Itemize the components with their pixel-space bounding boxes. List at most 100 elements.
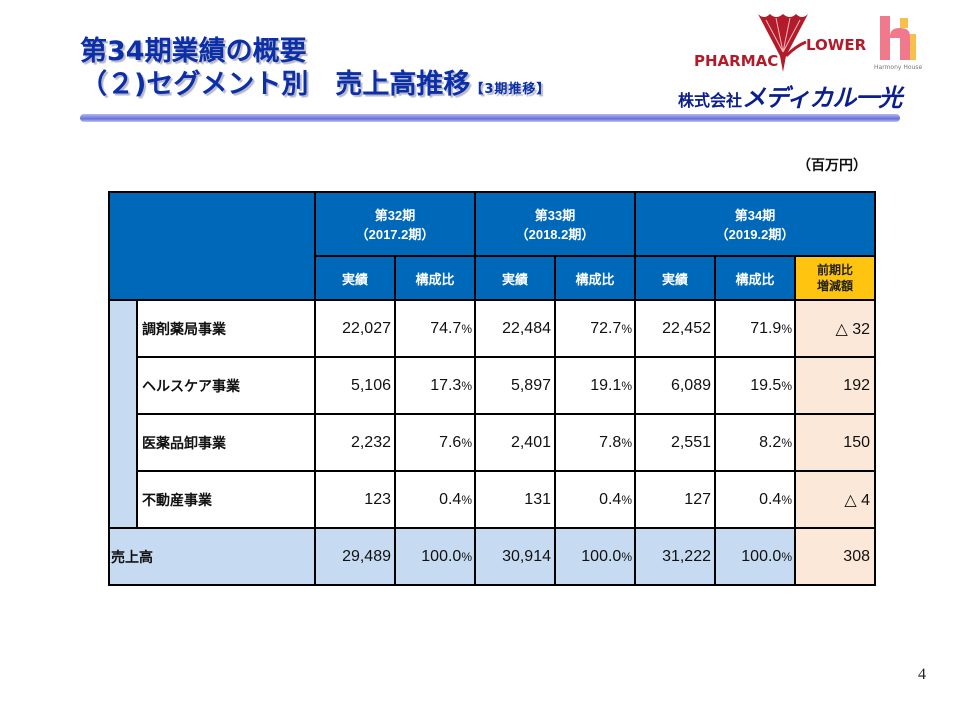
ratio-value: 0.4 bbox=[439, 490, 462, 508]
value-32: 123 bbox=[314, 470, 396, 529]
value-32: 2,232 bbox=[314, 413, 396, 472]
ratio-value: 100.0 bbox=[421, 547, 462, 565]
value-34: 2,551 bbox=[634, 413, 716, 472]
percent-sign: % bbox=[781, 492, 792, 507]
value-33: 5,897 bbox=[474, 356, 556, 415]
logo-pharmac-text: PHARMAC bbox=[694, 52, 779, 70]
change-header-line1: 前期比 bbox=[816, 263, 853, 277]
percent-sign: % bbox=[621, 549, 632, 564]
ratio-value: 71.9 bbox=[750, 319, 782, 337]
page-number: 4 bbox=[918, 666, 926, 683]
value-33: 131 bbox=[474, 470, 556, 529]
table-row: 不動産事業 123 0.4% 131 0.4% 127 0.4% △ 4 bbox=[109, 470, 876, 529]
col-header-ratio-32: 構成比 bbox=[394, 255, 476, 301]
period-name: 第33期 bbox=[534, 208, 576, 223]
percent-sign: % bbox=[781, 435, 792, 450]
total-value-33: 30,914 bbox=[474, 527, 556, 586]
flower-logo-icon bbox=[758, 14, 808, 72]
percent-sign: % bbox=[461, 435, 472, 450]
title-sub: （２)セグメント別 売上高推移【3期推移】 bbox=[80, 68, 550, 107]
table-row: 調剤薬局事業 22,027 74.7% 22,484 72.7% 22,452 … bbox=[108, 299, 876, 529]
ratio-32: 7.6% bbox=[394, 413, 476, 472]
total-label: 売上高 bbox=[108, 527, 316, 586]
value-32: 5,106 bbox=[314, 356, 396, 415]
period-name: 第34期 bbox=[734, 208, 776, 223]
ratio-value: 72.7 bbox=[590, 319, 622, 337]
value-33: 2,401 bbox=[474, 413, 556, 472]
percent-sign: % bbox=[781, 378, 792, 393]
logo-lower-text: LOWER bbox=[806, 36, 867, 54]
total-ratio-34: 100.0% bbox=[714, 527, 796, 586]
percent-sign: % bbox=[461, 492, 472, 507]
ratio-value: 8.2 bbox=[759, 433, 782, 451]
col-header-actual-32: 実績 bbox=[314, 255, 396, 301]
table-row: 医薬品卸事業 2,232 7.6% 2,401 7.8% 2,551 8.2% … bbox=[109, 413, 876, 472]
change-value: △ 32 bbox=[794, 299, 876, 358]
title-underline-bar bbox=[80, 114, 900, 122]
ratio-32: 17.3% bbox=[394, 356, 476, 415]
ratio-value: 7.6 bbox=[439, 433, 462, 451]
value-34: 127 bbox=[634, 470, 716, 529]
value-33: 22,484 bbox=[474, 299, 556, 358]
ratio-33: 72.7% bbox=[554, 299, 636, 358]
percent-sign: % bbox=[781, 321, 792, 336]
total-ratio-32: 100.0% bbox=[394, 527, 476, 586]
total-value-32: 29,489 bbox=[314, 527, 396, 586]
value-34: 22,452 bbox=[634, 299, 716, 358]
ratio-33: 7.8% bbox=[554, 413, 636, 472]
col-header-ratio-33: 構成比 bbox=[554, 255, 636, 301]
ratio-value: 0.4 bbox=[599, 490, 622, 508]
ratio-33: 19.1% bbox=[554, 356, 636, 415]
company-name-main: メディカル一光 bbox=[742, 84, 902, 112]
title-sub-main: （２)セグメント別 売上高推移 bbox=[80, 69, 471, 100]
ratio-value: 19.1 bbox=[590, 376, 622, 394]
change-value: 150 bbox=[794, 413, 876, 472]
percent-sign: % bbox=[621, 435, 632, 450]
percent-sign: % bbox=[621, 492, 632, 507]
col-header-actual-34: 実績 bbox=[634, 255, 716, 301]
change-value: 192 bbox=[794, 356, 876, 415]
total-ratio-33: 100.0% bbox=[554, 527, 636, 586]
ratio-33: 0.4% bbox=[554, 470, 636, 529]
ratio-value: 7.8 bbox=[599, 433, 622, 451]
row-label: ヘルスケア事業 bbox=[136, 356, 316, 415]
period-name: 第32期 bbox=[374, 208, 416, 223]
total-row: 売上高 29,489 100.0% 30,914 100.0% 31,222 1… bbox=[108, 527, 876, 586]
title-main: 第34期業績の概要 bbox=[80, 36, 307, 67]
period-header-32: 第32期 （2017.2期） bbox=[314, 191, 476, 257]
slide-title: 第34期業績の概要 （２)セグメント別 売上高推移【3期推移】 bbox=[80, 36, 550, 107]
company-name: 株式会社メディカル一光 bbox=[678, 78, 902, 113]
change-value: △ 4 bbox=[794, 470, 876, 529]
period-sub: （2017.2期） bbox=[355, 227, 435, 242]
harmony-house-icon bbox=[880, 16, 916, 60]
unit-label: （百万円） bbox=[797, 158, 867, 174]
ratio-34: 19.5% bbox=[714, 356, 796, 415]
ratio-value: 0.4 bbox=[759, 490, 782, 508]
ratio-34: 8.2% bbox=[714, 413, 796, 472]
table-row: ヘルスケア事業 5,106 17.3% 5,897 19.1% 6,089 19… bbox=[109, 356, 876, 415]
total-change-value: 308 bbox=[794, 527, 876, 586]
ratio-34: 71.9% bbox=[714, 299, 796, 358]
row-label: 調剤薬局事業 bbox=[136, 299, 316, 358]
row-label: 不動産事業 bbox=[136, 470, 316, 529]
period-sub: （2018.2期） bbox=[515, 227, 595, 242]
title-sub-note: 【3期推移】 bbox=[470, 82, 551, 97]
percent-sign: % bbox=[621, 378, 632, 393]
harmony-house-text: Harmony House bbox=[874, 64, 923, 71]
percent-sign: % bbox=[781, 549, 792, 564]
header-blank-cell bbox=[108, 191, 316, 301]
period-header-33: 第33期 （2018.2期） bbox=[474, 191, 636, 257]
percent-sign: % bbox=[621, 321, 632, 336]
ratio-32: 0.4% bbox=[394, 470, 476, 529]
percent-sign: % bbox=[461, 549, 472, 564]
period-header-34: 第34期 （2019.2期） bbox=[634, 191, 876, 257]
ratio-value: 19.5 bbox=[750, 376, 782, 394]
total-value-34: 31,222 bbox=[634, 527, 716, 586]
period-sub: （2019.2期） bbox=[715, 227, 795, 242]
value-34: 6,089 bbox=[634, 356, 716, 415]
company-prefix: 株式会社 bbox=[678, 91, 743, 110]
ratio-value: 74.7 bbox=[430, 319, 462, 337]
percent-sign: % bbox=[461, 321, 472, 336]
value-32: 22,027 bbox=[314, 299, 396, 358]
change-header-line2: 増減額 bbox=[816, 279, 853, 293]
